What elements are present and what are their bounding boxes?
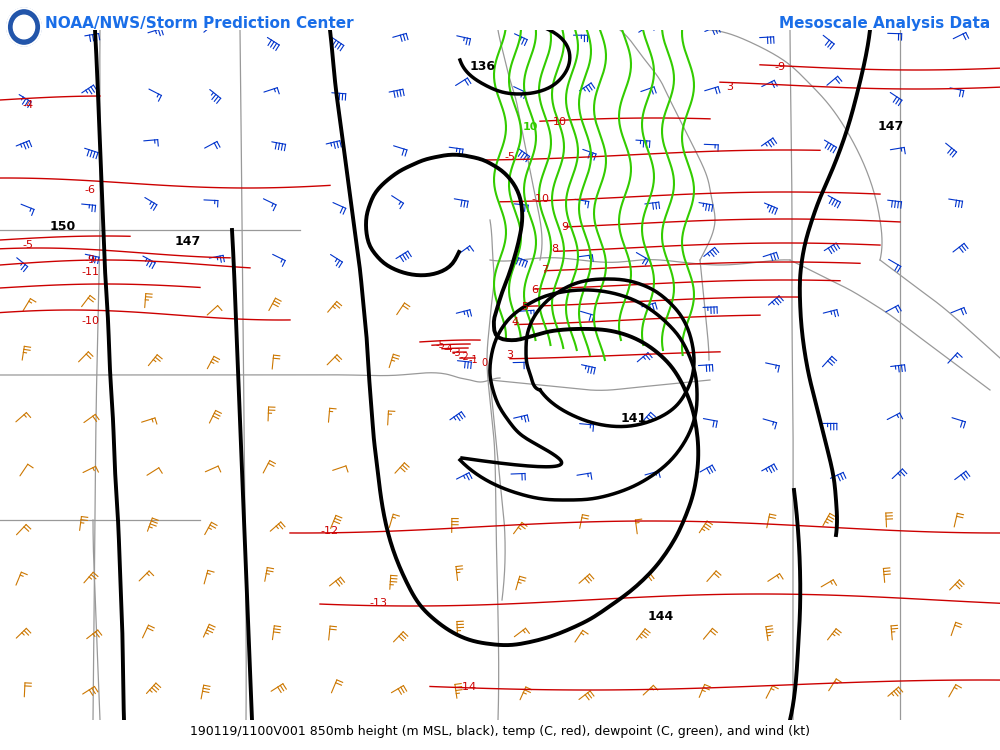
Text: NOAA/NWS/Storm Prediction Center: NOAA/NWS/Storm Prediction Center	[45, 16, 354, 32]
Text: -4: -4	[443, 344, 453, 354]
Text: -6: -6	[84, 185, 96, 195]
Text: -11: -11	[81, 267, 99, 277]
Text: 147: 147	[175, 235, 201, 248]
Text: 150: 150	[50, 220, 76, 233]
Text: -9: -9	[774, 62, 786, 72]
Text: 3: 3	[726, 82, 734, 92]
Text: 190119/1100V001 850mb height (m MSL, black), temp (C, red), dewpoint (C, green),: 190119/1100V001 850mb height (m MSL, bla…	[190, 725, 810, 738]
Text: 136: 136	[470, 60, 496, 73]
Circle shape	[13, 15, 35, 39]
Text: -2: -2	[459, 352, 469, 362]
Text: -10: -10	[81, 316, 99, 326]
Text: 147: 147	[878, 120, 904, 133]
Text: -5: -5	[505, 152, 516, 162]
Text: 4: 4	[511, 317, 519, 327]
Text: 141: 141	[621, 412, 647, 425]
Text: 144: 144	[648, 610, 674, 623]
Text: Mesoscale Analysis Data: Mesoscale Analysis Data	[779, 16, 990, 32]
Text: 9: 9	[561, 222, 569, 232]
Text: -12: -12	[321, 526, 339, 536]
Text: 10: 10	[522, 122, 538, 132]
Text: -5: -5	[435, 340, 445, 350]
Text: -1: -1	[468, 355, 478, 365]
Text: 5: 5	[522, 302, 528, 312]
Text: 7: 7	[541, 265, 549, 275]
Text: -4: -4	[22, 100, 34, 110]
Text: -10: -10	[531, 194, 549, 204]
Text: 10: 10	[553, 117, 567, 127]
Text: -5: -5	[22, 240, 34, 250]
Text: 3: 3	[507, 350, 514, 360]
Text: -14: -14	[459, 682, 477, 692]
Text: -3: -3	[451, 348, 461, 358]
Text: -13: -13	[369, 598, 387, 608]
Text: 6: 6	[532, 285, 538, 295]
Text: -9: -9	[84, 255, 96, 265]
Text: 0: 0	[481, 358, 487, 368]
Circle shape	[7, 8, 41, 46]
Text: 8: 8	[551, 244, 559, 254]
